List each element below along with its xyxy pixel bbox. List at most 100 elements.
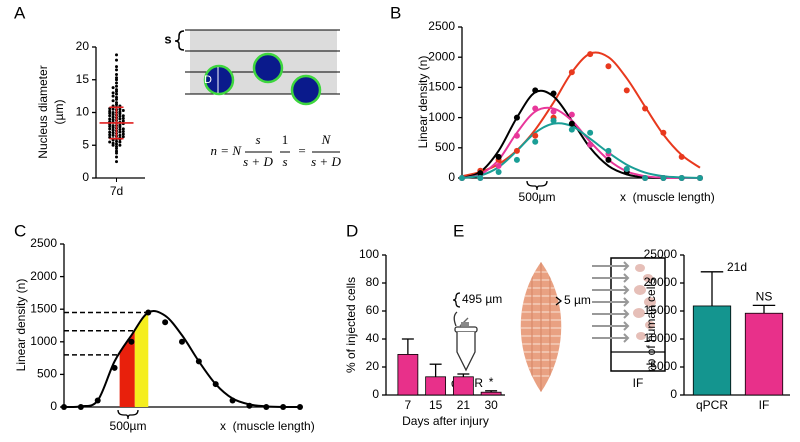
nucleus-point xyxy=(115,139,118,143)
x-tick-label: 7 xyxy=(405,398,412,412)
y-tick-label: 0 xyxy=(372,387,379,401)
y-axis-label: Nucleus diameter xyxy=(36,65,50,158)
formula-denominator: s + D xyxy=(311,154,341,169)
formula-lhs: n = N xyxy=(211,143,243,158)
y-axis-label: Linear density (n) xyxy=(14,279,28,372)
y-axis-label: nb of human cells xyxy=(644,278,658,372)
data-point xyxy=(128,338,135,345)
nucleus-point xyxy=(115,92,118,96)
data-point xyxy=(568,69,575,76)
panel-label: E xyxy=(453,221,464,240)
data-point xyxy=(568,111,575,118)
nucleus-point xyxy=(111,99,115,103)
nucleus-point xyxy=(115,73,118,77)
y-tick-label: 2500 xyxy=(428,19,455,33)
data-point xyxy=(145,309,152,316)
data-point xyxy=(263,404,270,410)
nucleus-point xyxy=(121,129,125,133)
panel-label: A xyxy=(14,3,26,22)
y-axis-label: Linear density (n) xyxy=(416,56,430,149)
data-point xyxy=(642,105,649,112)
x-tick-label: 21 xyxy=(457,398,471,412)
y-tick-label: 10 xyxy=(76,105,90,119)
data-point xyxy=(477,175,484,181)
formula-numerator: 1 xyxy=(282,132,289,147)
bar xyxy=(744,312,784,396)
nucleus-point xyxy=(111,133,115,137)
data-point xyxy=(532,105,539,112)
y-tick-label: 2000 xyxy=(30,269,57,283)
tube-hinge xyxy=(453,311,458,327)
nucleus-point xyxy=(121,127,125,131)
panel-label: B xyxy=(390,3,401,22)
y-tick-label: 0 xyxy=(670,387,677,401)
y-tick-label: 15000 xyxy=(644,303,678,317)
diameter-label: D xyxy=(204,74,212,86)
data-point xyxy=(94,397,101,404)
y-tick-label: 10000 xyxy=(644,331,678,345)
y-tick-label: 80 xyxy=(366,275,380,289)
highlight-band xyxy=(119,330,135,407)
nucleus xyxy=(252,52,284,84)
spacing-label: s xyxy=(164,31,171,46)
nucleus xyxy=(290,74,322,106)
data-point xyxy=(550,108,557,115)
thin-section-label: 5 µm xyxy=(564,293,591,307)
nucleus-point xyxy=(115,95,118,99)
y-tick-label: 20 xyxy=(366,359,380,373)
data-point xyxy=(532,132,539,139)
data-point xyxy=(212,381,219,388)
data-point xyxy=(513,156,520,163)
bar xyxy=(692,305,732,396)
nucleus xyxy=(203,64,235,96)
data-point xyxy=(587,129,594,136)
tube-cap xyxy=(454,326,478,333)
x-tick-label: IF xyxy=(759,398,770,412)
data-point xyxy=(513,132,520,139)
data-point xyxy=(195,358,202,365)
y-tick-label: 5000 xyxy=(650,359,677,373)
y-tick-label: 500 xyxy=(37,367,57,381)
data-point xyxy=(678,153,685,160)
spacing-brace xyxy=(174,30,185,51)
data-point xyxy=(605,156,612,163)
nucleus-point xyxy=(118,114,122,118)
y-tick-label: 2500 xyxy=(30,236,57,250)
nucleus-point xyxy=(115,53,118,57)
data-point xyxy=(477,170,484,177)
nucleus-point xyxy=(108,130,112,134)
formula-denominator: s xyxy=(282,154,287,169)
chart-title: 21d xyxy=(727,260,747,274)
y-tick-label: 40 xyxy=(366,331,380,345)
y-tick-label: 0 xyxy=(448,170,455,184)
y-tick-label: 2000 xyxy=(428,49,455,63)
nucleus-point xyxy=(111,115,115,119)
y-tick-label: 15 xyxy=(76,72,90,86)
data-point xyxy=(605,63,612,70)
nucleus-point xyxy=(115,84,118,88)
fit-curve xyxy=(63,310,301,409)
sampling-diagram: 495 µm qPCR 5 µm IF xyxy=(451,257,666,392)
nucleus-point xyxy=(118,128,122,132)
y-tick-label: 25000 xyxy=(644,247,678,261)
scale-label: 500µm xyxy=(110,419,147,433)
data-point xyxy=(532,138,539,145)
x-axis-label: x (muscle length) xyxy=(220,419,315,433)
nucleus-point xyxy=(108,133,112,137)
nucleus-diagram: D s n = N s s + D 1 s = N s + D xyxy=(164,29,341,169)
nucleus-point xyxy=(115,101,118,105)
data-point xyxy=(297,404,303,410)
y-tick-label: 5 xyxy=(82,137,89,151)
data-point xyxy=(229,397,236,404)
data-point xyxy=(61,404,67,410)
section-mark xyxy=(555,296,563,306)
nucleus-point xyxy=(118,140,122,144)
method-label: IF xyxy=(633,376,644,390)
nucleus-point xyxy=(108,140,112,144)
nucleus-point xyxy=(121,114,125,118)
nucleus-point xyxy=(118,117,122,121)
data-point xyxy=(162,319,169,326)
scale-brace xyxy=(526,180,548,191)
data-point xyxy=(623,165,630,172)
nucleus-point xyxy=(115,68,118,72)
